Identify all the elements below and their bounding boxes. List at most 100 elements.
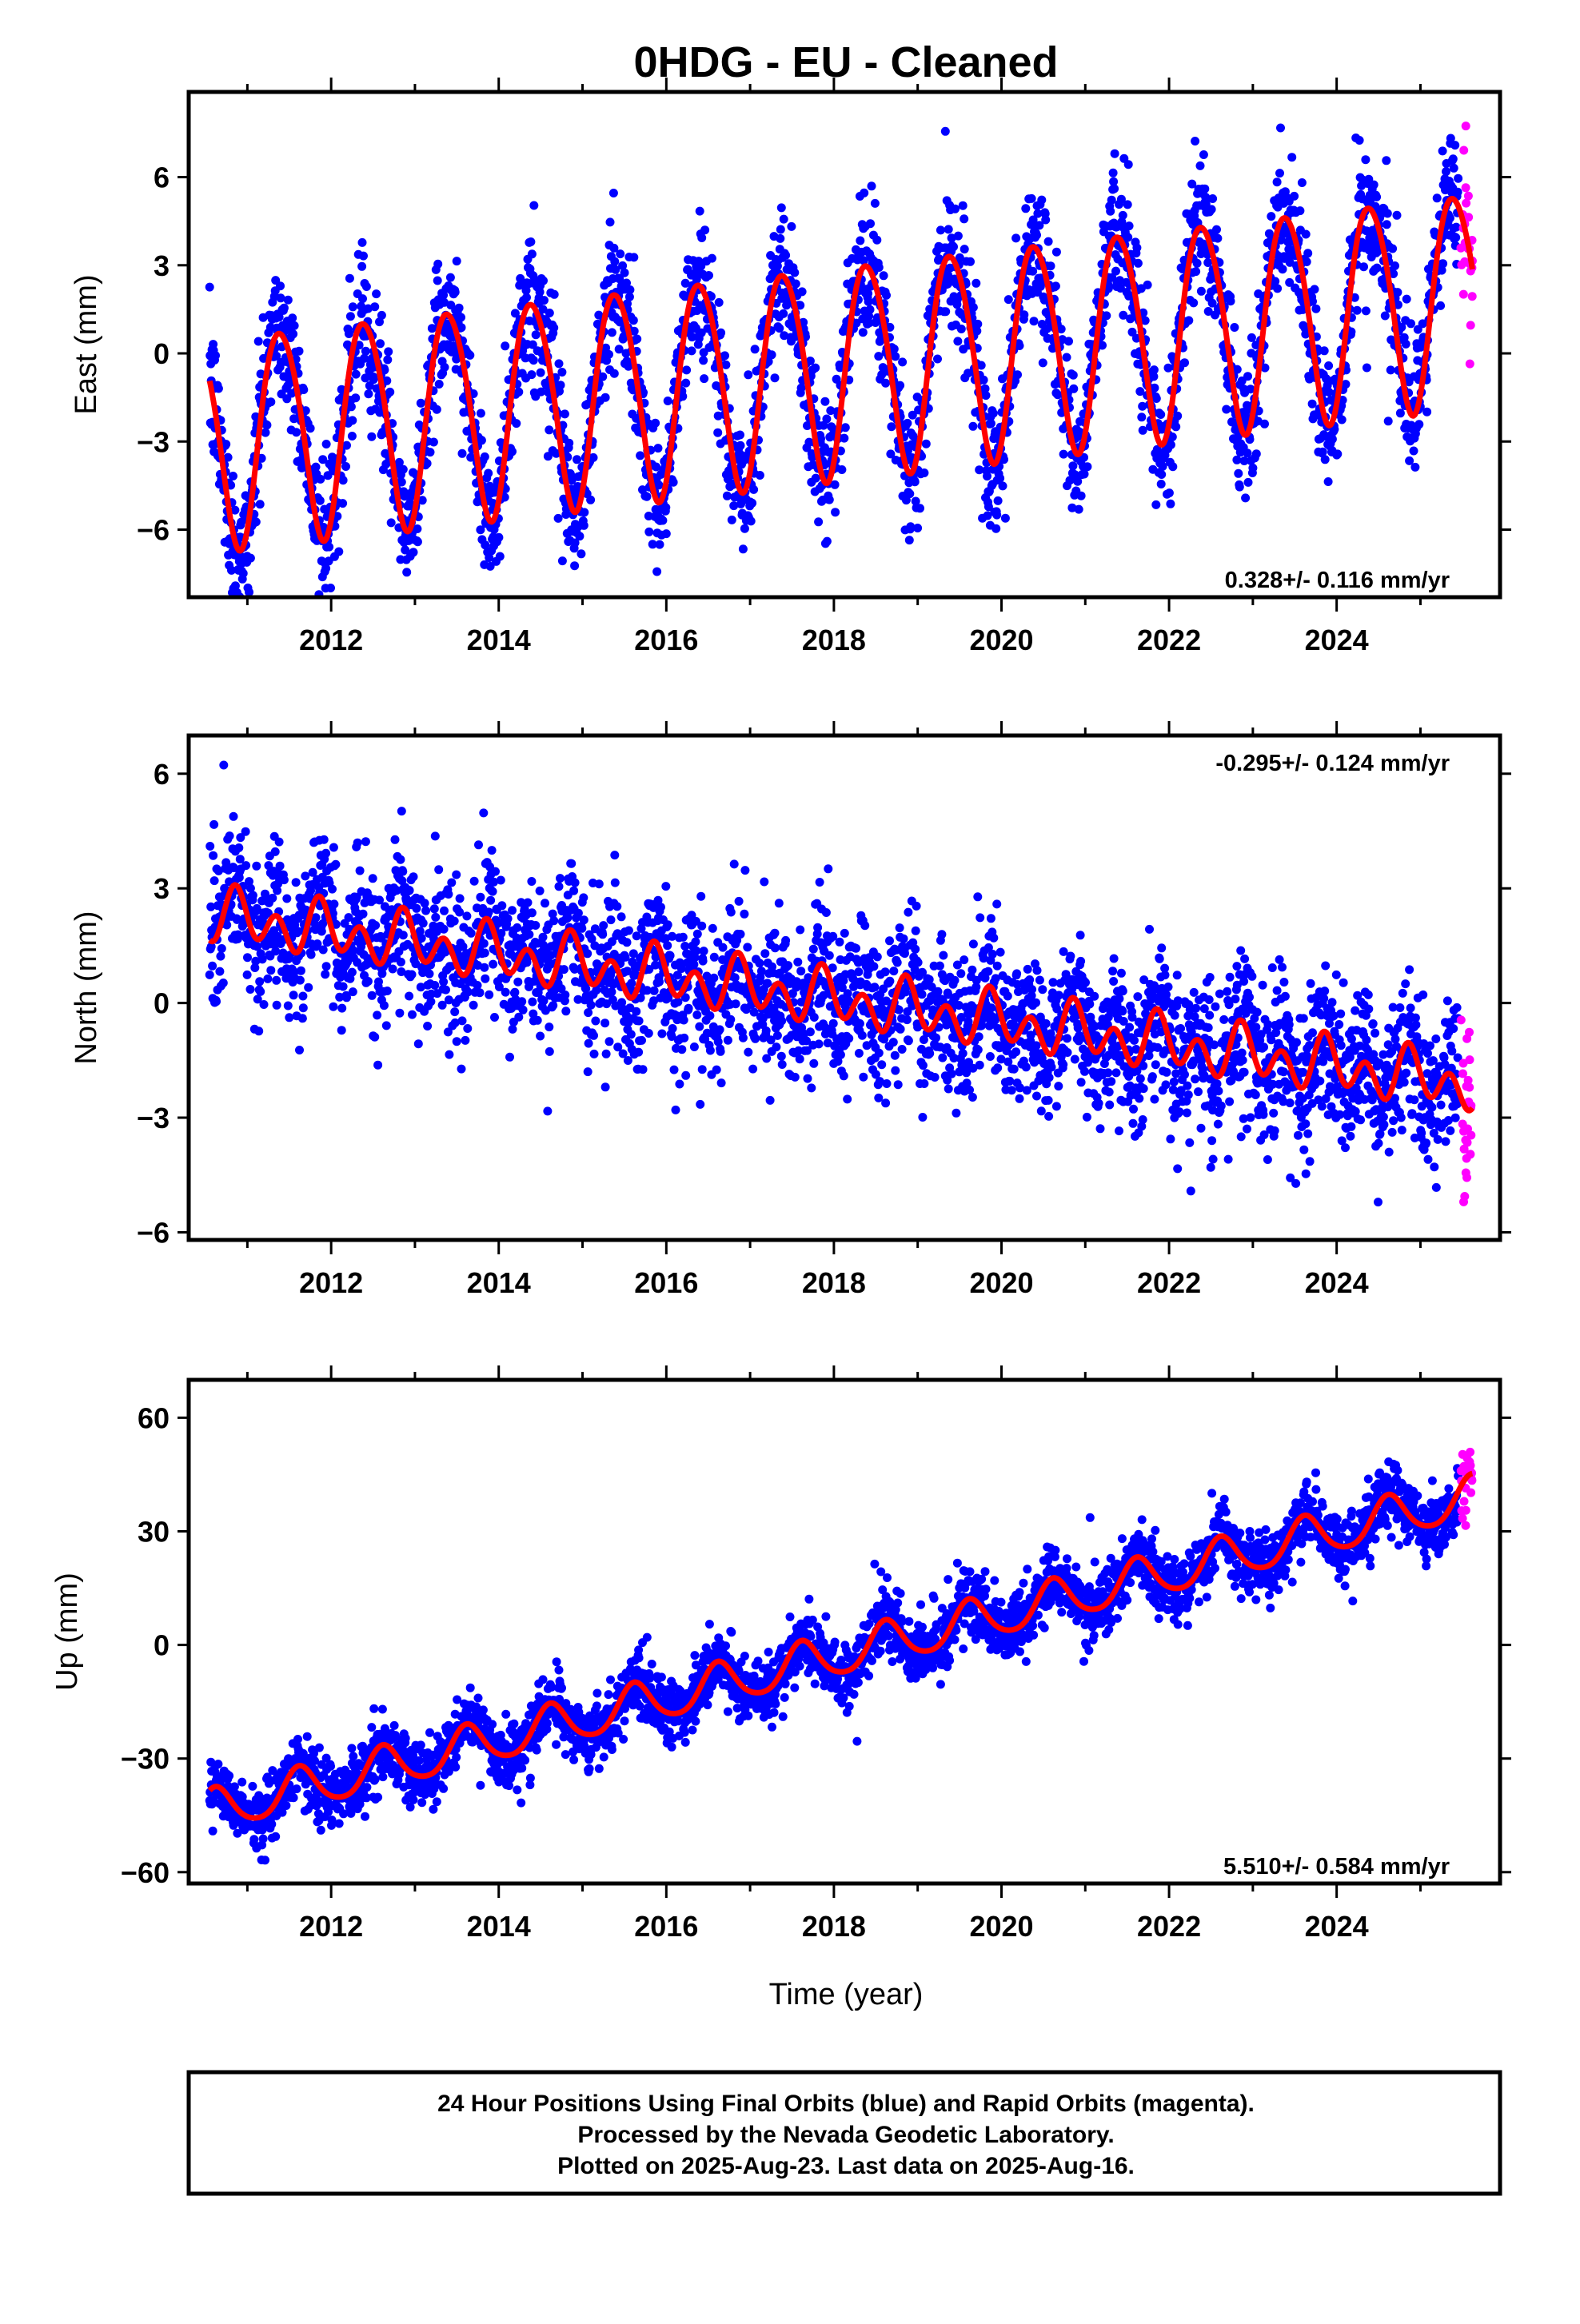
final-point — [700, 225, 709, 234]
final-point — [586, 496, 595, 504]
final-point — [337, 1004, 346, 1013]
final-point — [405, 886, 414, 895]
final-point — [470, 877, 479, 886]
final-point — [298, 1014, 307, 1022]
final-point — [445, 1050, 453, 1059]
final-point — [796, 1054, 804, 1063]
final-point — [467, 929, 476, 938]
final-point — [301, 871, 309, 880]
x-tick-label: 2020 — [969, 624, 1033, 656]
final-point — [666, 951, 675, 960]
final-point — [217, 944, 226, 953]
final-point — [796, 967, 805, 975]
final-point — [1011, 233, 1020, 242]
final-point — [426, 997, 435, 1006]
final-point — [762, 1026, 771, 1035]
final-point — [905, 536, 914, 544]
final-point — [457, 313, 465, 322]
final-point — [1019, 310, 1028, 319]
final-point — [441, 363, 449, 372]
final-point — [936, 225, 945, 234]
final-point — [1353, 306, 1362, 315]
final-point — [748, 499, 756, 508]
final-point — [1276, 124, 1285, 133]
final-point — [608, 328, 616, 337]
final-point — [691, 938, 700, 947]
final-point — [455, 908, 464, 917]
final-point — [751, 345, 760, 353]
final-point — [1451, 233, 1460, 242]
final-point — [813, 923, 822, 932]
final-point — [989, 409, 998, 418]
final-point — [480, 963, 489, 972]
final-point — [632, 335, 641, 344]
final-point — [1234, 469, 1243, 478]
final-point — [913, 524, 922, 532]
final-point — [740, 910, 748, 919]
final-point — [541, 899, 549, 907]
final-point — [527, 877, 536, 886]
final-point — [1063, 353, 1071, 362]
final-point — [387, 518, 396, 527]
final-point — [1393, 211, 1402, 220]
final-point — [1027, 194, 1036, 203]
final-point — [337, 1026, 346, 1034]
final-point — [256, 500, 265, 508]
final-point — [1193, 259, 1202, 268]
final-point — [1021, 204, 1030, 213]
final-point — [736, 930, 745, 939]
final-point — [1032, 231, 1041, 240]
east-model-curve — [209, 199, 1472, 552]
final-point — [561, 409, 569, 418]
final-point — [699, 356, 708, 365]
final-point — [632, 1007, 640, 1016]
final-point — [209, 820, 218, 829]
final-point — [781, 936, 790, 945]
final-point — [598, 373, 607, 381]
final-point — [260, 1000, 269, 1009]
final-point — [556, 874, 565, 883]
final-point — [995, 474, 1004, 483]
final-point — [791, 1073, 800, 1082]
final-point — [349, 987, 357, 996]
final-point — [306, 424, 315, 433]
final-point — [590, 1050, 599, 1058]
final-point — [1083, 462, 1091, 471]
final-point — [610, 851, 619, 859]
final-point — [408, 971, 417, 979]
final-point — [537, 369, 545, 377]
final-point — [413, 537, 422, 546]
final-point — [944, 225, 953, 233]
final-point — [334, 548, 343, 556]
final-point — [1338, 416, 1347, 425]
final-point — [273, 1001, 281, 1010]
final-point — [321, 849, 330, 858]
final-point — [371, 921, 380, 930]
final-point — [1166, 500, 1175, 508]
final-point — [698, 1065, 707, 1074]
final-point — [1069, 371, 1078, 380]
final-point — [591, 1017, 600, 1026]
final-point — [1165, 488, 1174, 497]
final-point — [777, 1052, 786, 1061]
final-point — [822, 908, 831, 917]
final-point — [484, 469, 493, 478]
final-point — [465, 351, 474, 360]
final-point — [860, 921, 869, 930]
final-point — [1102, 311, 1111, 320]
final-point — [268, 894, 277, 903]
final-point — [1386, 365, 1395, 374]
final-point — [775, 324, 784, 333]
final-point — [412, 904, 421, 913]
final-point — [1355, 136, 1364, 145]
final-point — [545, 1047, 554, 1056]
rapid-point — [1459, 146, 1468, 155]
final-point — [1106, 207, 1115, 216]
rapid-point — [1466, 360, 1474, 369]
final-point — [367, 433, 376, 441]
final-point — [1438, 259, 1447, 268]
final-point — [243, 971, 252, 979]
final-point — [710, 953, 719, 962]
final-point — [1243, 372, 1252, 381]
final-point — [629, 253, 638, 261]
